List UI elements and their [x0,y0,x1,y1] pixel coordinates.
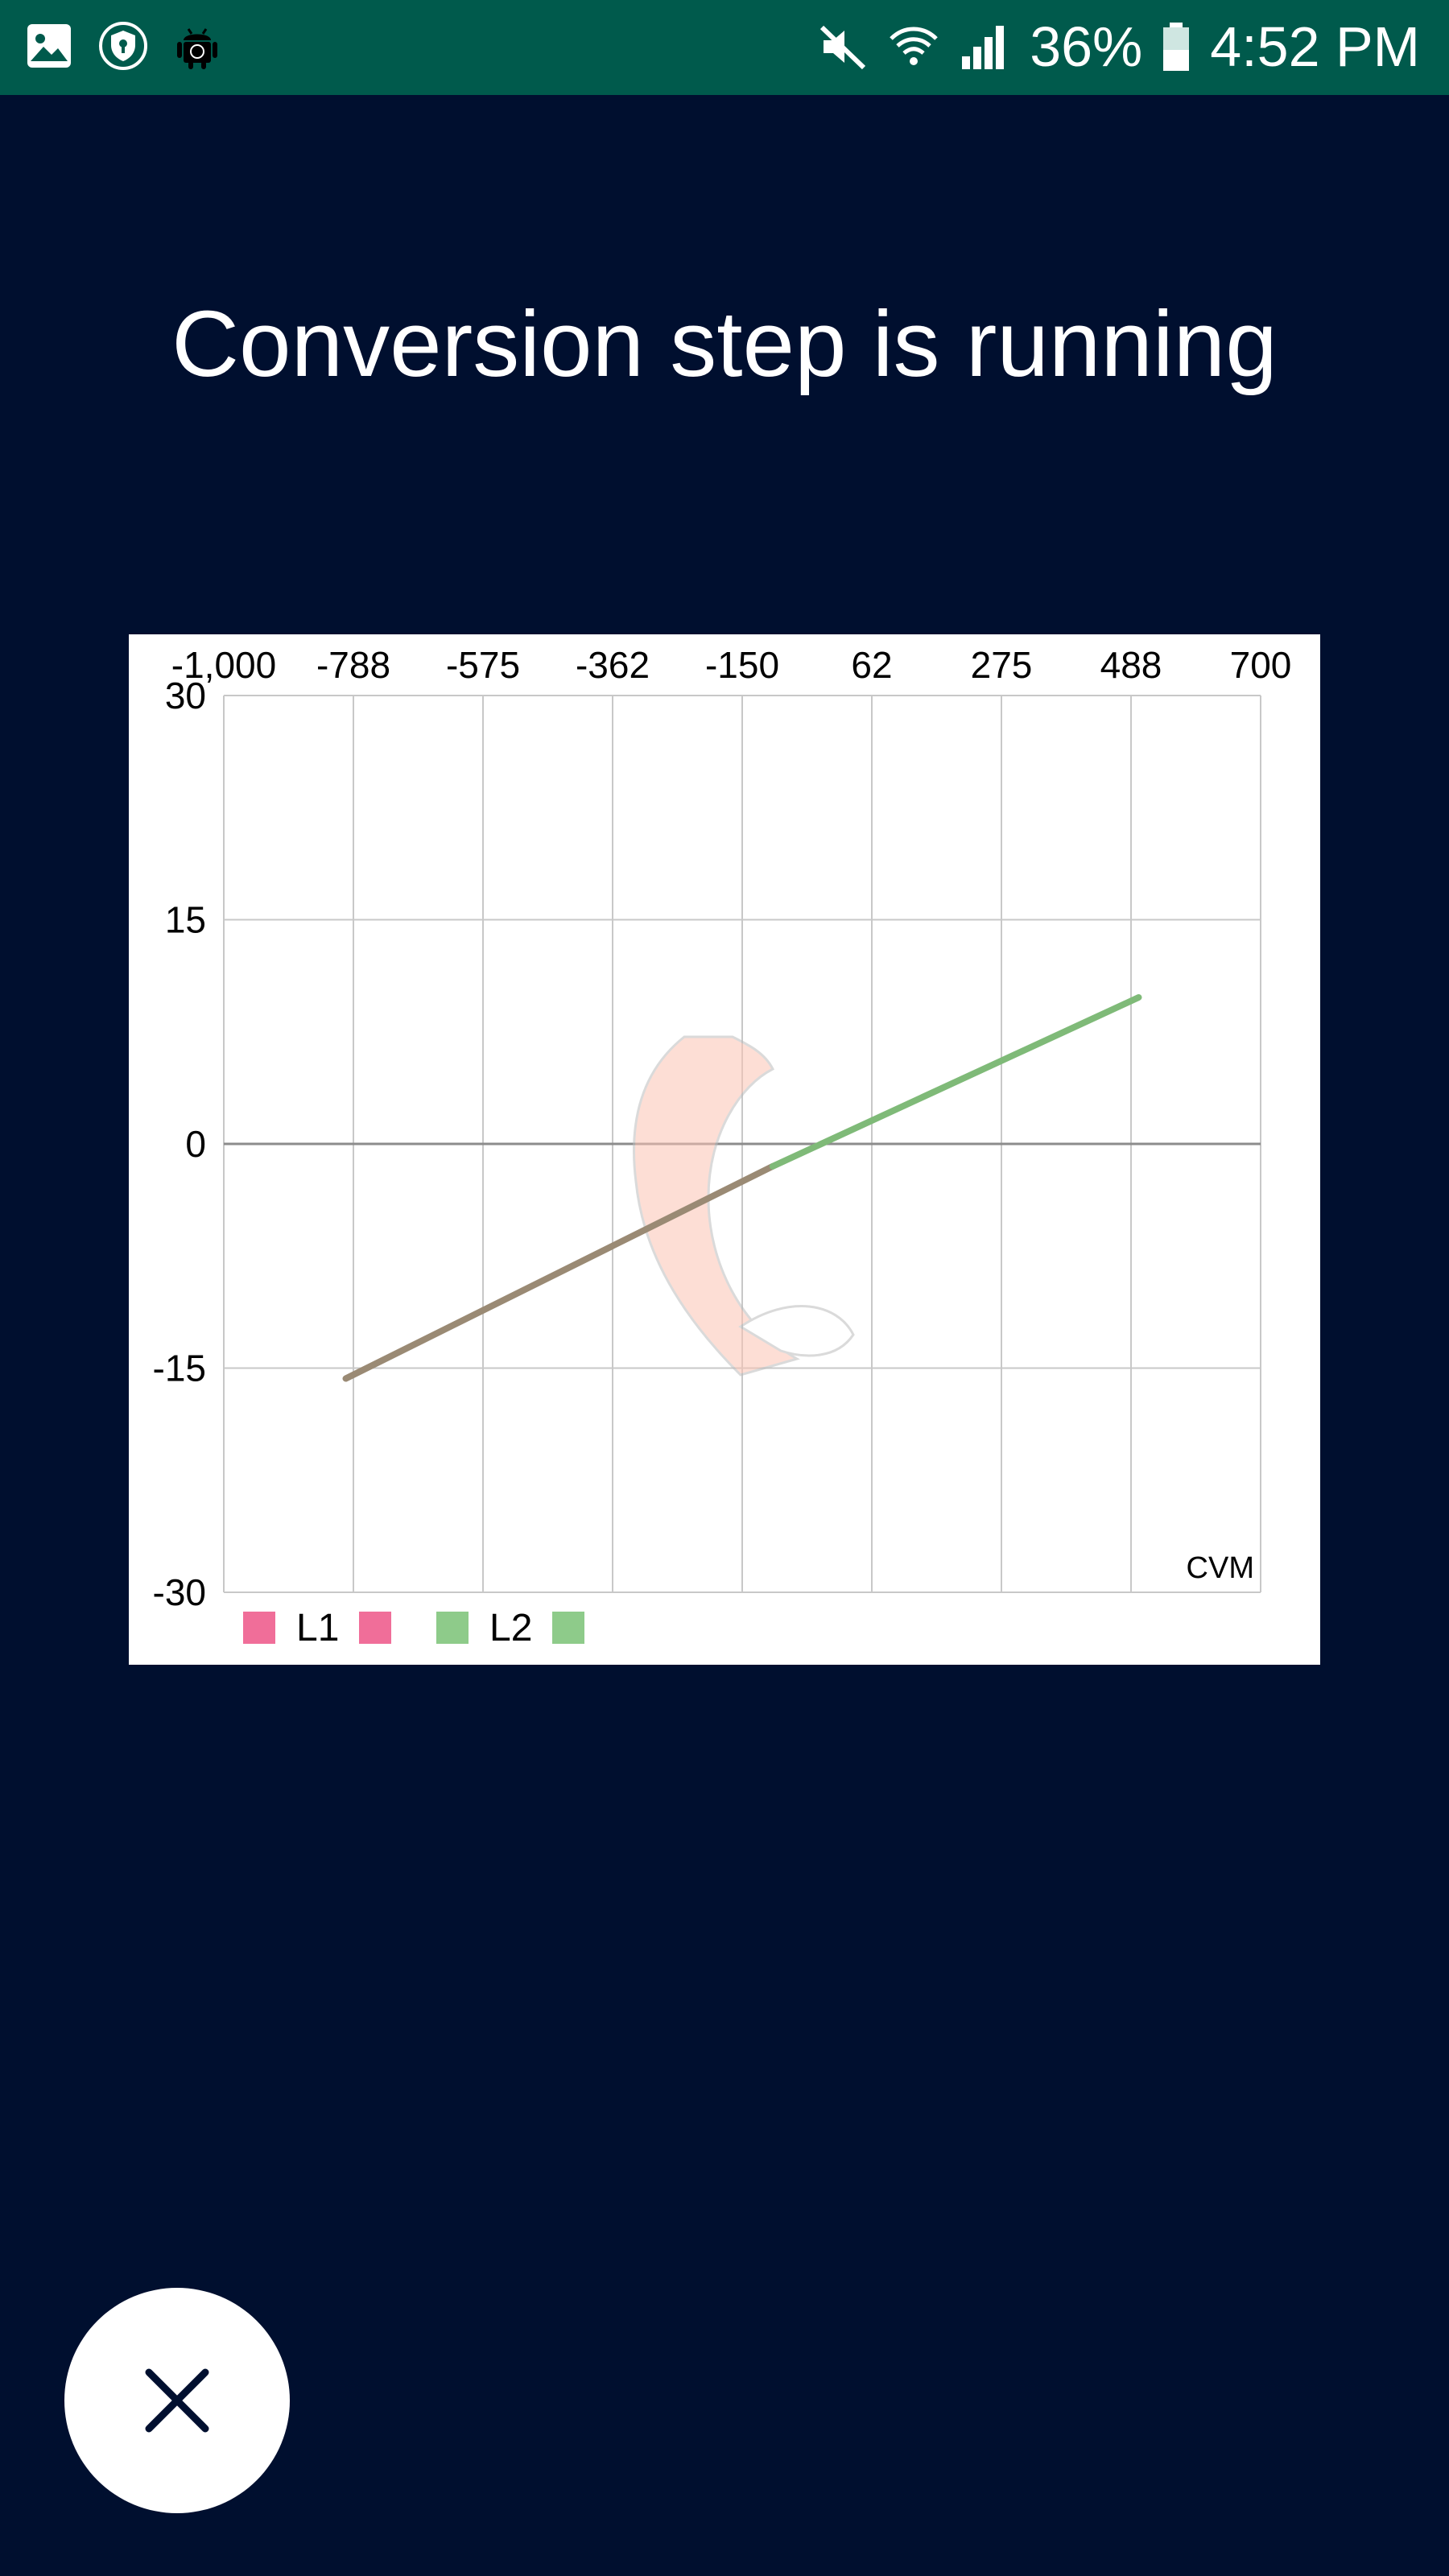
legend-swatch [243,1612,275,1644]
series-line-l2 [769,994,1142,1170]
y-tick-label: -15 [153,1348,206,1389]
status-right: 36% 4:52 PM [817,14,1420,79]
gallery-icon [24,21,74,71]
clock: 4:52 PM [1210,15,1420,78]
shield-icon [98,21,148,71]
chart-card: -1,000 -788 -575 -362 -150 62 275 488 700 30 15 0 -1… [129,634,1320,1665]
x-tick-label: 275 [971,644,1033,686]
y-tick-label: 0 [185,1123,206,1165]
legend-swatch [436,1612,469,1644]
wifi-icon [888,21,939,72]
series-line-l1 [342,1162,776,1382]
x-tick-label: 62 [851,644,892,686]
line-chart: -1,000 -788 -575 -362 -150 62 275 488 700 30 15 0 -1… [153,644,1292,1649]
close-button[interactable] [64,2288,290,2513]
x-tick-label: 488 [1100,644,1162,686]
legend-label: L2 [489,1607,532,1649]
battery-percent: 36% [1030,15,1143,78]
y-tick-label: 15 [165,899,206,941]
android-icon [172,21,222,71]
close-icon [145,2368,209,2433]
axis-unit-label: CVM [1187,1551,1254,1585]
legend-swatch [552,1612,584,1644]
battery-icon [1162,21,1191,72]
status-left-icons [24,21,222,71]
x-tick-label: -362 [576,644,650,686]
x-tick-label: -788 [316,644,390,686]
x-tick-label: 700 [1230,644,1292,686]
status-bar: 36% 4:52 PM [0,0,1449,95]
fox-watermark [633,1035,855,1377]
y-tick-label: 30 [165,675,206,716]
mute-icon [817,21,869,72]
page-title: Conversion step is running [171,291,1278,396]
legend-swatch [359,1612,391,1644]
x-tick-label: -1,000 [171,644,276,686]
x-tick-label: -150 [705,644,779,686]
y-tick-label: -30 [153,1571,206,1613]
x-tick-label: -575 [446,644,520,686]
legend-label: L1 [296,1607,339,1649]
signal-icon [959,21,1010,72]
